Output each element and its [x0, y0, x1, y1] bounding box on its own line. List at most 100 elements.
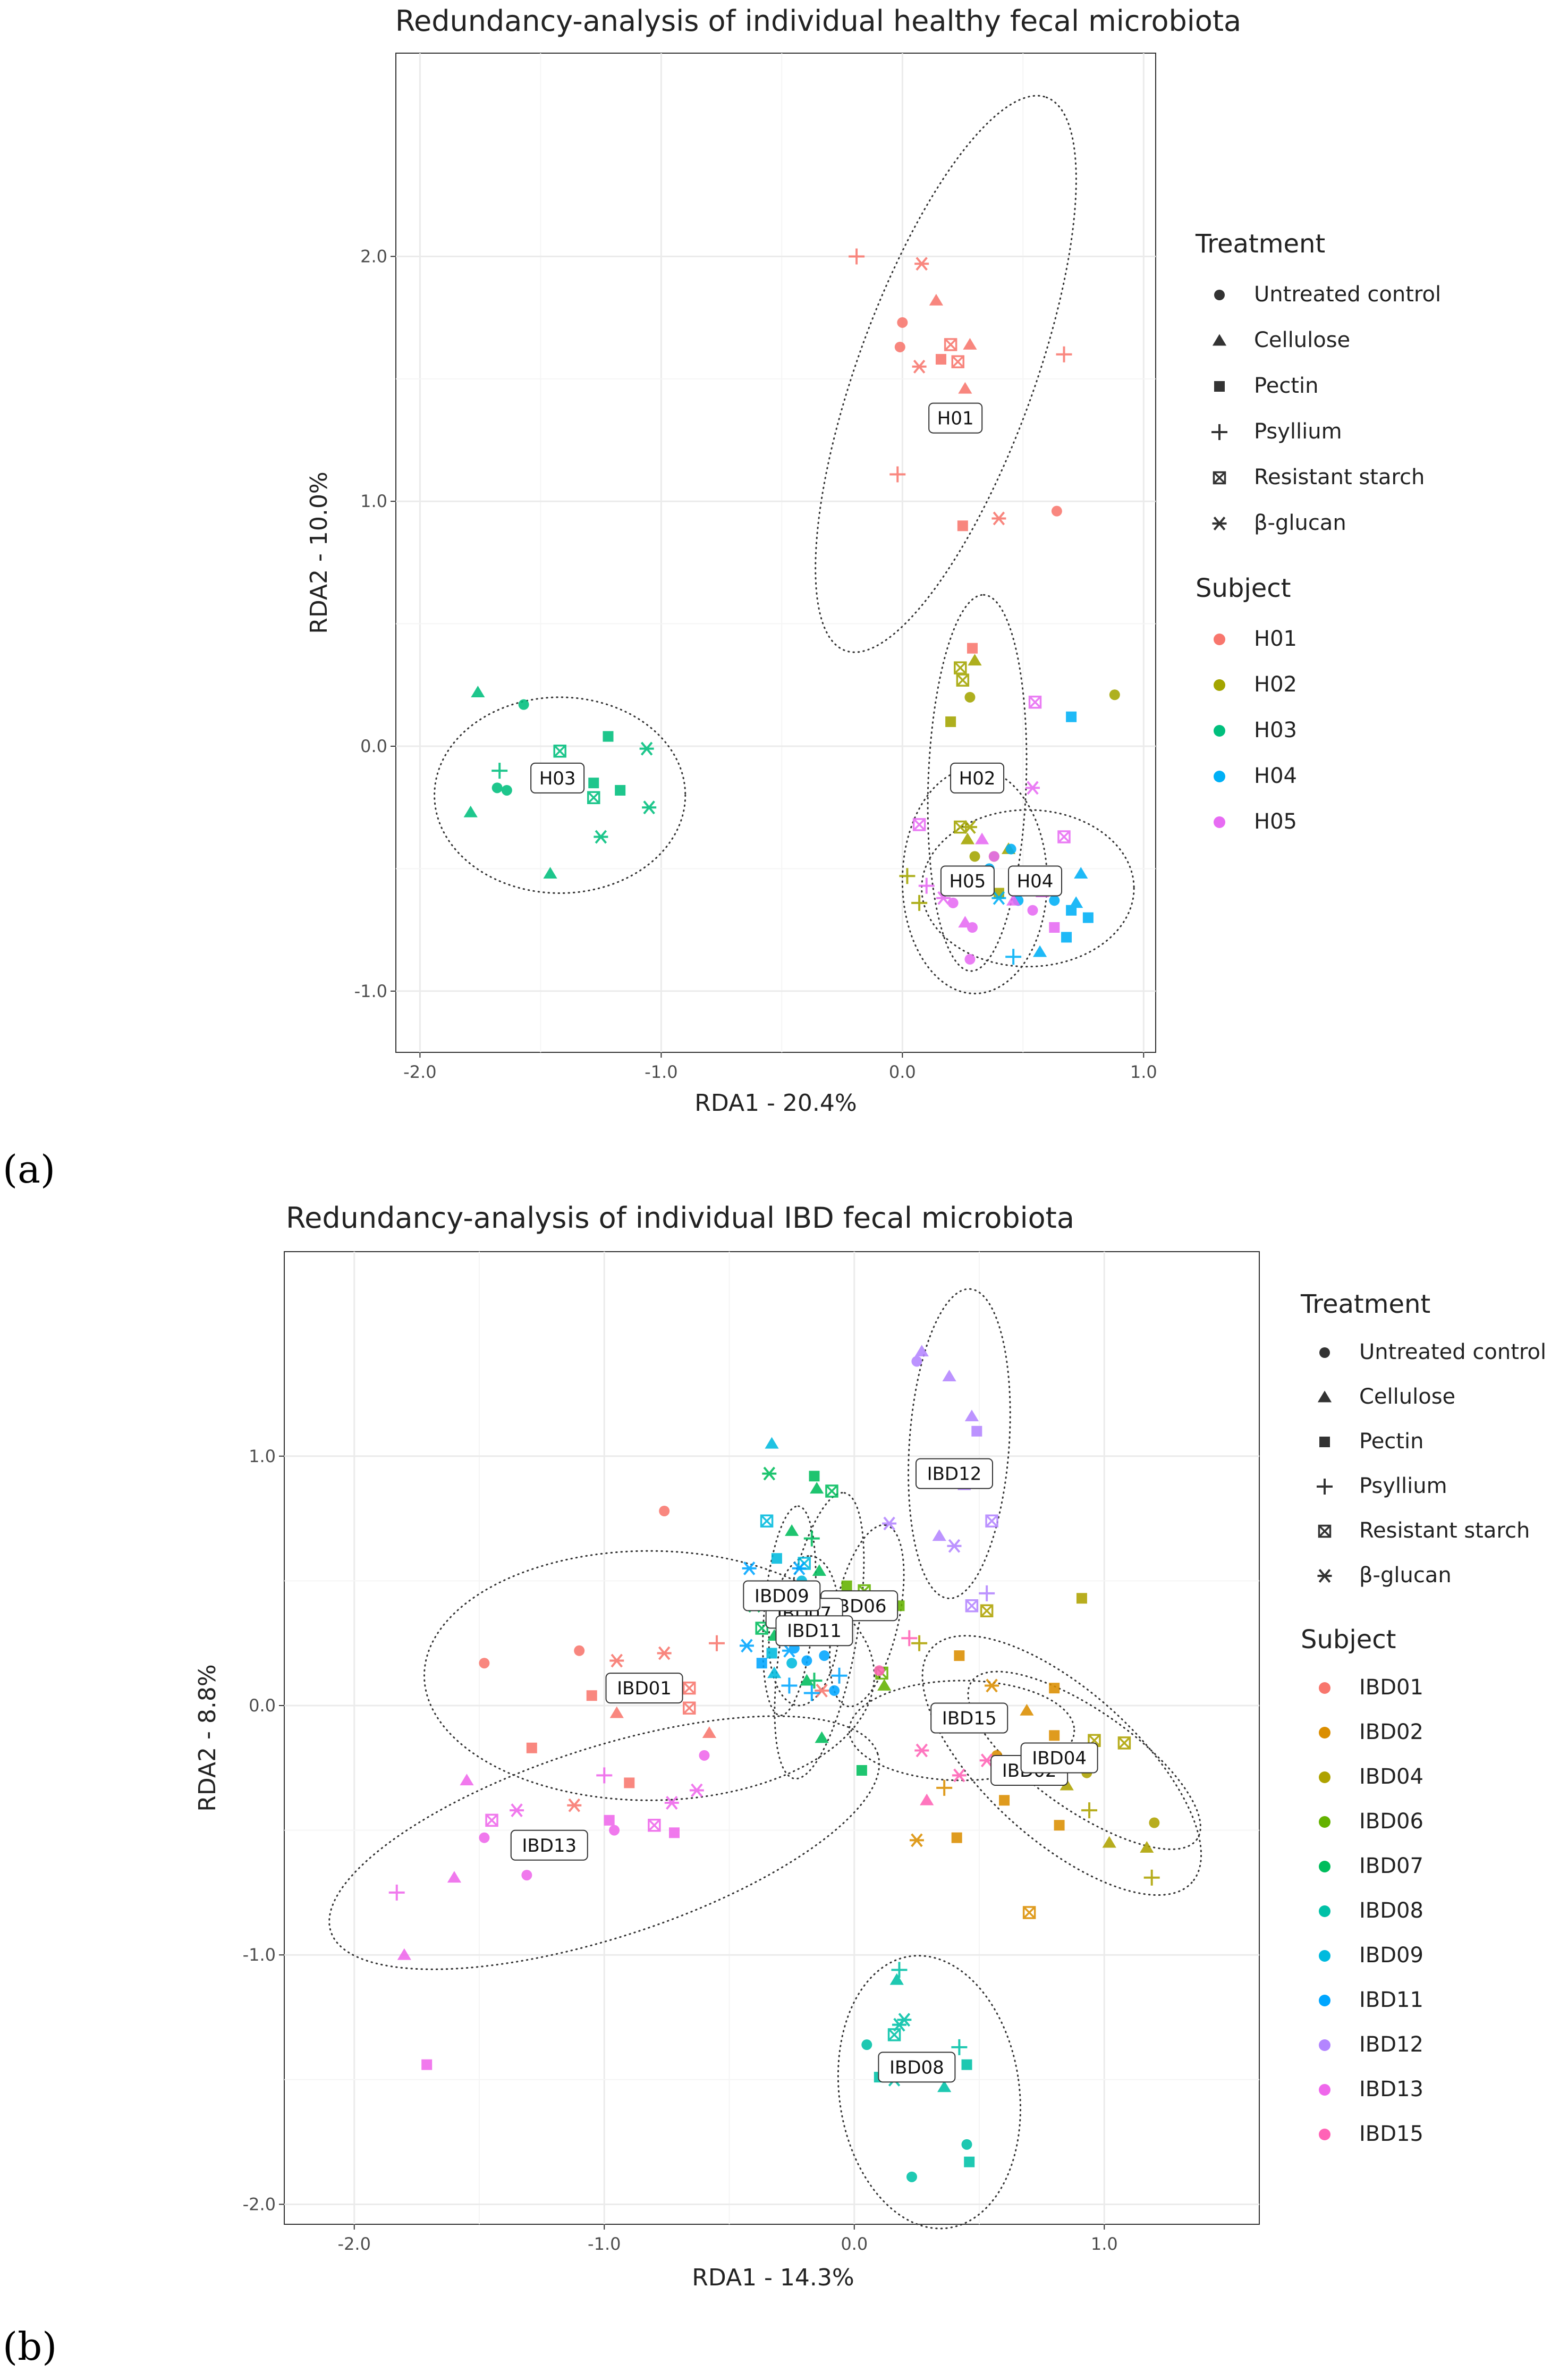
legend-label: IBD13 — [1359, 2077, 1423, 2102]
data-point — [914, 1743, 929, 1758]
data-point — [810, 1482, 824, 1494]
legend-item-treatment: Cellulose — [1212, 328, 1350, 352]
legend-item-treatment: Untreated control — [1319, 1340, 1546, 1364]
data-point — [968, 654, 982, 666]
data-point — [604, 1814, 615, 1826]
series-ibd13 — [388, 1750, 710, 2070]
data-point — [526, 1742, 537, 1753]
legend: Treatment Untreated control Cellulose Pecti… — [1300, 1289, 1546, 2146]
data-point — [882, 1516, 897, 1531]
legend-item-treatment: β-glucan — [1317, 1563, 1452, 1588]
panel-b: Redundancy-analysis of individual IBD fe… — [3, 1201, 1546, 2369]
data-point — [1109, 689, 1120, 701]
data-point — [971, 1425, 982, 1437]
data-point — [877, 1678, 892, 1691]
x-tick-label: 0.0 — [889, 1062, 916, 1082]
legend-label: IBD06 — [1359, 1809, 1423, 1834]
data-point — [609, 1706, 624, 1718]
data-point — [491, 782, 503, 794]
data-point — [1102, 1836, 1116, 1848]
x-axis-label: RDA1 - 14.3% — [692, 2264, 854, 2291]
legend: Treatment Untreated control Cellulose Pecti… — [1195, 229, 1441, 834]
cluster-label-box — [930, 1702, 1008, 1734]
x-tick-label: 1.0 — [1091, 2234, 1118, 2254]
data-point — [518, 699, 529, 710]
color-dot-legend-icon — [1319, 1905, 1330, 1917]
cluster-label-h01: H01 — [928, 402, 983, 434]
data-point — [785, 1524, 799, 1536]
data-point — [479, 1658, 490, 1669]
data-point — [447, 1871, 462, 1883]
data-point — [615, 784, 626, 796]
data-point — [935, 353, 946, 365]
data-point — [792, 1561, 807, 1575]
legend-label: Psyllium — [1254, 419, 1342, 444]
color-dot-legend-icon — [1319, 1816, 1330, 1828]
data-point — [887, 2028, 901, 2041]
legend-label: β-glucan — [1254, 511, 1346, 535]
data-point — [510, 1803, 524, 1818]
circle-legend-icon — [1214, 290, 1225, 300]
ellipse-ibd06 — [829, 1524, 905, 1708]
data-point — [1020, 1703, 1034, 1716]
data-point — [937, 2080, 952, 2092]
y-tick-label: -1.0 — [243, 1945, 276, 1965]
x-tick-label: 1.0 — [1130, 1062, 1157, 1082]
cluster-label-text: IBD15 — [942, 1708, 997, 1729]
data-point — [914, 1345, 929, 1357]
data-point — [702, 1726, 716, 1738]
cluster-label-h05: H05 — [940, 865, 995, 897]
data-point — [806, 1673, 823, 1689]
cluster-label-text: H04 — [1017, 871, 1054, 892]
cluster-label-box — [530, 762, 585, 794]
legend-item-subject: H04 — [1214, 764, 1297, 788]
legend-label: IBD02 — [1359, 1720, 1423, 1744]
legend-title-subject: Subject — [1196, 573, 1291, 603]
data-point — [961, 2139, 972, 2150]
ellipse-ibd08 — [837, 1955, 1021, 2230]
grid — [396, 53, 1156, 1052]
data-point — [765, 1437, 779, 1449]
data-point — [819, 1650, 830, 1661]
legend-item-treatment: Psyllium — [1317, 1474, 1447, 1498]
asterisk-legend-icon — [1212, 517, 1227, 530]
data-point — [932, 1529, 946, 1541]
y-tick-label: 1.0 — [249, 1446, 276, 1466]
ellipse-ibd04 — [967, 1670, 1201, 1850]
data-point — [991, 891, 1006, 905]
legend-label: IBD01 — [1359, 1675, 1423, 1700]
y-tick-label: -1.0 — [354, 981, 387, 1001]
cluster-label-box — [915, 1458, 993, 1489]
data-point — [957, 520, 968, 531]
data-point — [521, 1870, 532, 1881]
legend-item-subject: H01 — [1214, 627, 1297, 651]
color-dot-legend-icon — [1214, 816, 1225, 828]
data-point — [624, 1777, 635, 1788]
data-point — [1049, 1730, 1060, 1741]
data-point — [421, 2059, 433, 2070]
data-point — [980, 1604, 994, 1617]
data-point — [657, 1646, 672, 1660]
data-point — [1005, 843, 1016, 855]
data-point — [501, 784, 512, 796]
data-point — [1054, 1820, 1065, 1831]
legend-label: IBD12 — [1359, 2032, 1423, 2057]
plus-legend-icon — [1211, 424, 1227, 440]
legend-label: IBD15 — [1359, 2122, 1423, 2146]
data-point — [975, 832, 989, 845]
cluster-label-text: H02 — [959, 768, 996, 789]
data-point — [945, 716, 956, 727]
color-dot-legend-icon — [1319, 1771, 1330, 1783]
data-point — [639, 741, 654, 756]
data-point — [760, 1514, 774, 1528]
data-point — [964, 1410, 979, 1422]
square-legend-icon — [1214, 381, 1225, 392]
data-point — [985, 1678, 999, 1693]
data-point — [964, 2156, 975, 2167]
data-point — [1061, 932, 1072, 943]
data-point — [849, 248, 865, 265]
legend-item-subject: IBD01 — [1319, 1675, 1423, 1700]
color-dot-legend-icon — [1214, 725, 1225, 737]
series-ibd15 — [874, 1630, 994, 1805]
cluster-label-box — [928, 402, 983, 434]
